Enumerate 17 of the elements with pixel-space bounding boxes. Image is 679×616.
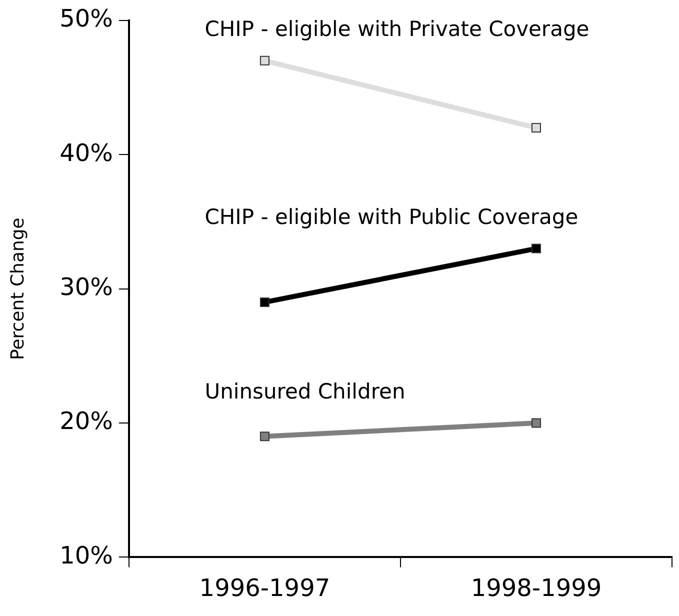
y-tick-label: 50% <box>60 4 113 33</box>
point <box>531 244 541 254</box>
point <box>531 418 541 428</box>
y-tick-label: 40% <box>60 138 113 167</box>
y-tick-label: 30% <box>60 273 113 302</box>
x-tick-label: 1996-1997 <box>199 574 330 602</box>
y-axis-title: Percent Change <box>7 218 28 360</box>
point <box>260 432 270 442</box>
y-tick-label: 20% <box>60 407 113 436</box>
series-label: Uninsured Children <box>204 379 406 404</box>
y-tick-label: 10% <box>60 541 113 570</box>
series-label: CHIP - eligible with Public Coverage <box>204 204 578 229</box>
point <box>531 123 541 133</box>
point <box>260 297 270 307</box>
x-tick-label: 1998-1999 <box>470 574 602 602</box>
text: CHIP - eligible with Private Coverage <box>204 17 590 42</box>
point <box>260 56 270 66</box>
